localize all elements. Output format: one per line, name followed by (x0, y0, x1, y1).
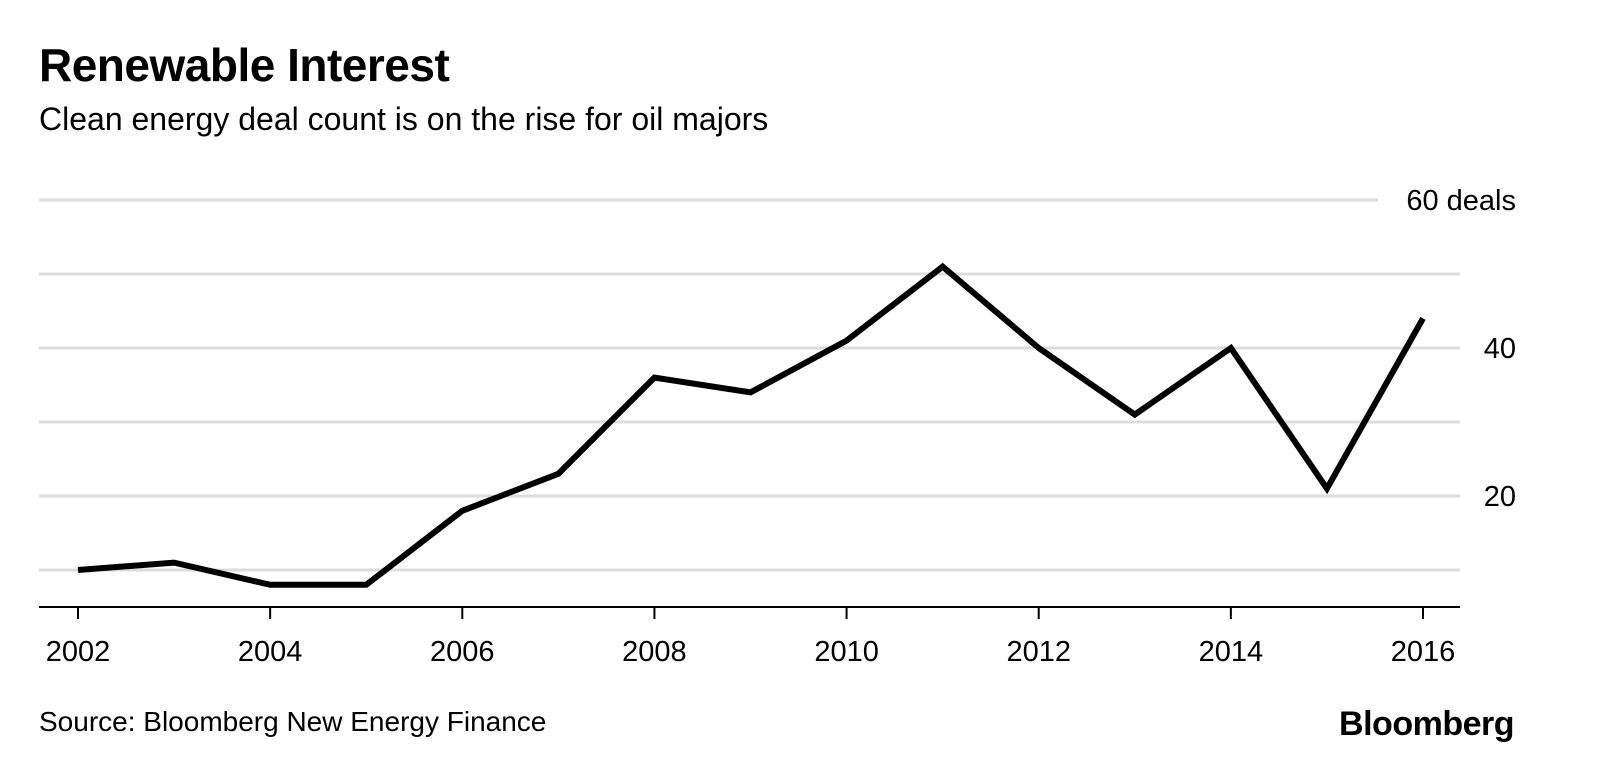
data-point-2007 (555, 471, 561, 477)
data-point-2012 (1036, 345, 1042, 351)
data-point-2003 (171, 560, 177, 566)
x-tick-label-2012: 2012 (1006, 636, 1071, 668)
x-tick-label-2016: 2016 (1391, 636, 1456, 668)
data-point-2016 (1420, 315, 1426, 321)
x-axis-ticks (77, 607, 1424, 619)
data-point-2006 (459, 508, 465, 514)
data-point-2005 (363, 582, 369, 588)
data-point-2002 (75, 567, 81, 573)
series-group (75, 262, 1426, 588)
x-tick-label-2006: 2006 (430, 636, 495, 668)
y-tick-label-40: 40 (1484, 333, 1516, 365)
data-point-2014 (1228, 345, 1234, 351)
x-tick-label-2002: 2002 (46, 636, 111, 668)
data-point-2011 (940, 264, 946, 270)
source-note: Source: Bloomberg New Energy Finance (39, 706, 547, 737)
bloomberg-logo: Bloomberg (1339, 705, 1514, 743)
data-point-2013 (1132, 412, 1138, 418)
chart-subtitle: Clean energy deal count is on the rise f… (39, 101, 769, 137)
data-point-2015 (1324, 486, 1330, 492)
series-line-0 (77, 262, 1426, 588)
data-point-2009 (748, 389, 754, 395)
x-axis-labels: 2002 2004 2006 2008 2010 2012 2014 2016 (46, 636, 1456, 668)
y-axis-labels: 20 40 60 deals (1406, 185, 1516, 513)
data-point-2004 (267, 582, 273, 588)
x-tick-label-2010: 2010 (814, 636, 879, 668)
gridlines (39, 198, 1460, 572)
data-point-2010 (844, 338, 850, 344)
chart-title: Renewable Interest (39, 39, 450, 91)
x-tick-label-2008: 2008 (622, 636, 687, 668)
y-tick-label-60: 60 deals (1406, 185, 1516, 217)
x-tick-label-2004: 2004 (238, 636, 303, 668)
x-tick-label-2014: 2014 (1199, 636, 1264, 668)
data-point-2008 (651, 375, 657, 381)
y-tick-label-20: 20 (1484, 481, 1516, 513)
line-chart: 20 40 60 deals 2002 2004 2006 2008 2010 2012 201… (39, 185, 1516, 668)
